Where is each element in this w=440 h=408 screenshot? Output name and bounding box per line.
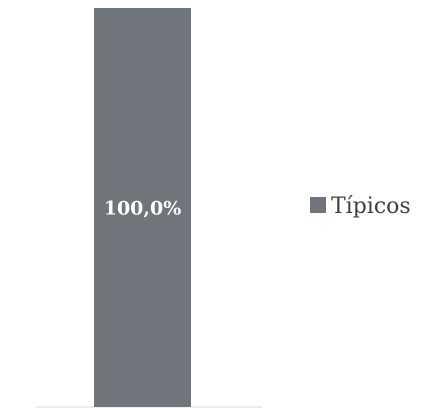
bars-group: 100,0% — [94, 8, 191, 407]
data-label-0-0: 100,0% — [104, 198, 182, 220]
legend-label-0: Típicos — [331, 194, 411, 219]
legend: Típicos — [310, 194, 411, 219]
legend-swatch-0 — [310, 197, 326, 213]
bar-0-0 — [94, 8, 191, 407]
